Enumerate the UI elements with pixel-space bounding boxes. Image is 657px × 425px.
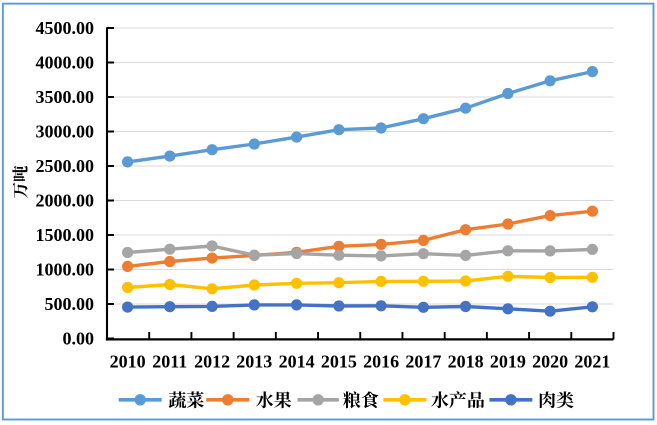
svg-text:2010: 2010 (110, 352, 146, 372)
svg-text:2018: 2018 (448, 352, 484, 372)
svg-text:2016: 2016 (363, 352, 399, 372)
svg-text:500.00: 500.00 (45, 294, 95, 314)
svg-text:3500.00: 3500.00 (36, 87, 95, 107)
svg-text:2011: 2011 (152, 352, 187, 372)
svg-text:2017: 2017 (405, 352, 441, 372)
svg-text:4000.00: 4000.00 (36, 53, 95, 73)
svg-text:4500.00: 4500.00 (36, 18, 95, 38)
svg-text:2021: 2021 (574, 352, 610, 372)
svg-text:2000.00: 2000.00 (36, 191, 95, 211)
svg-text:1000.00: 1000.00 (36, 260, 95, 280)
svg-text:2015: 2015 (321, 352, 357, 372)
svg-text:2012: 2012 (194, 352, 230, 372)
svg-text:2019: 2019 (490, 352, 526, 372)
svg-text:2500.00: 2500.00 (36, 156, 95, 176)
svg-text:1500.00: 1500.00 (36, 225, 95, 245)
svg-text:2013: 2013 (236, 352, 272, 372)
svg-text:2020: 2020 (532, 352, 568, 372)
svg-text:2014: 2014 (279, 352, 315, 372)
svg-text:3000.00: 3000.00 (36, 122, 95, 142)
svg-text:0.00: 0.00 (63, 329, 95, 349)
